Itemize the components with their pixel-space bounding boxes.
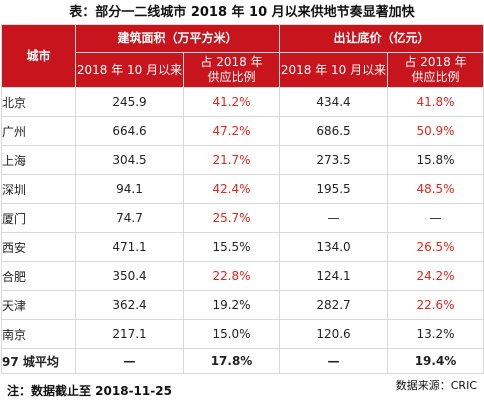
- row-price: 134.0: [279, 232, 389, 262]
- table-row: 北京 245.9 41.2% 434.4 41.8%: [1, 87, 484, 117]
- table-footer: 注：数据截止至 2018-11-25 数据来源：CRIC: [1, 374, 483, 402]
- header-price-group: 出让底价（亿元）: [279, 24, 484, 53]
- table-row: 厦门 74.7 25.7% — —: [1, 203, 484, 233]
- row-city: 上海: [1, 145, 76, 175]
- row-area-share: 19.2%: [182, 290, 281, 320]
- supply-table: 城市 建筑面积（万平方米） 出让底价（亿元） 2018 年 10 月以来 占 2…: [1, 24, 484, 374]
- row-area: 362.4: [75, 290, 184, 320]
- row-area-share: 41.2%: [182, 87, 281, 117]
- row-area: 350.4: [75, 261, 184, 291]
- row-area-share: 47.2%: [182, 116, 281, 146]
- row-price-share: 41.8%: [387, 87, 484, 117]
- row-area-share: 15.0%: [182, 319, 281, 349]
- row-city: 深圳: [1, 174, 76, 204]
- average-label: 97 城平均: [1, 348, 76, 374]
- row-area-share: 21.7%: [182, 145, 281, 175]
- table-row: 深圳 94.1 42.4% 195.5 48.5%: [1, 174, 484, 204]
- row-city: 西安: [1, 232, 76, 262]
- header-area-since: 2018 年 10 月以来: [75, 52, 184, 88]
- row-area-share: 42.4%: [182, 174, 281, 204]
- header-price-share-line2: 供应比例: [411, 70, 460, 84]
- row-area: 74.7: [75, 203, 184, 233]
- row-city: 厦门: [1, 203, 76, 233]
- row-price-share: 24.2%: [387, 261, 484, 291]
- row-price-share: 26.5%: [387, 232, 484, 262]
- row-price-share: 15.8%: [387, 145, 484, 175]
- header-area-group: 建筑面积（万平方米）: [74, 24, 281, 53]
- row-price: 124.1: [279, 261, 389, 291]
- row-area: 471.1: [75, 232, 184, 262]
- footnote: 注：数据截止至 2018-11-25: [7, 384, 172, 398]
- row-price: 273.5: [279, 145, 389, 175]
- row-area: 245.9: [75, 87, 184, 117]
- header-area-share: 占 2018 年 供应比例: [182, 52, 281, 88]
- table-row: 合肥 350.4 22.8% 124.1 24.2%: [1, 261, 484, 291]
- row-price: 120.6: [279, 319, 389, 349]
- row-area: 94.1: [75, 174, 184, 204]
- row-city: 南京: [1, 319, 76, 349]
- row-area: 304.5: [75, 145, 184, 175]
- average-area: —: [75, 348, 184, 374]
- table-row: 南京 217.1 15.0% 120.6 13.2%: [1, 319, 484, 349]
- table-row: 上海 304.5 21.7% 273.5 15.8%: [1, 145, 484, 175]
- average-area-share: 17.8%: [182, 348, 281, 374]
- table-row: 西安 471.1 15.5% 134.0 26.5%: [1, 232, 484, 262]
- table-body: 北京 245.9 41.2% 434.4 41.8% 广州 664.6 47.2% 686.5 5…: [1, 87, 484, 349]
- table-row: 广州 664.6 47.2% 686.5 50.9%: [1, 116, 484, 146]
- row-area-share: 22.8%: [182, 261, 281, 291]
- row-city: 广州: [1, 116, 76, 146]
- row-area: 217.1: [75, 319, 184, 349]
- row-city: 北京: [1, 87, 76, 117]
- row-price-share: 22.6%: [387, 290, 484, 320]
- table-row: 天津 362.4 19.2% 282.7 22.6%: [1, 290, 484, 320]
- row-price-share: 48.5%: [387, 174, 484, 204]
- row-price: 686.5: [279, 116, 389, 146]
- row-price: —: [279, 203, 389, 233]
- header-area-share-line2: 供应比例: [207, 70, 256, 84]
- header-price-share-line1: 占 2018 年: [404, 55, 467, 69]
- header-area-share-line1: 占 2018 年: [200, 55, 263, 69]
- row-area-share: 25.7%: [182, 203, 281, 233]
- row-price: 434.4: [279, 87, 389, 117]
- row-city: 合肥: [1, 261, 76, 291]
- row-price-share: 13.2%: [387, 319, 484, 349]
- row-price: 195.5: [279, 174, 389, 204]
- header-price-share: 占 2018 年 供应比例: [387, 52, 484, 88]
- row-city: 天津: [1, 290, 76, 320]
- average-price: —: [279, 348, 389, 374]
- source-note: 数据来源：CRIC: [395, 379, 477, 392]
- header-price-since: 2018 年 10 月以来: [279, 52, 389, 88]
- row-area-share: 15.5%: [182, 232, 281, 262]
- row-price-share: 50.9%: [387, 116, 484, 146]
- row-price: 282.7: [279, 290, 389, 320]
- row-area: 664.6: [75, 116, 184, 146]
- average-row: 97 城平均 — 17.8% — 19.4%: [1, 348, 484, 374]
- table-title: 表：部分一二线城市 2018 年 10 月以来供地节奏显著加快: [69, 5, 415, 20]
- average-price-share: 19.4%: [387, 348, 484, 374]
- header-city: 城市: [1, 24, 76, 88]
- row-price-share: —: [387, 203, 484, 233]
